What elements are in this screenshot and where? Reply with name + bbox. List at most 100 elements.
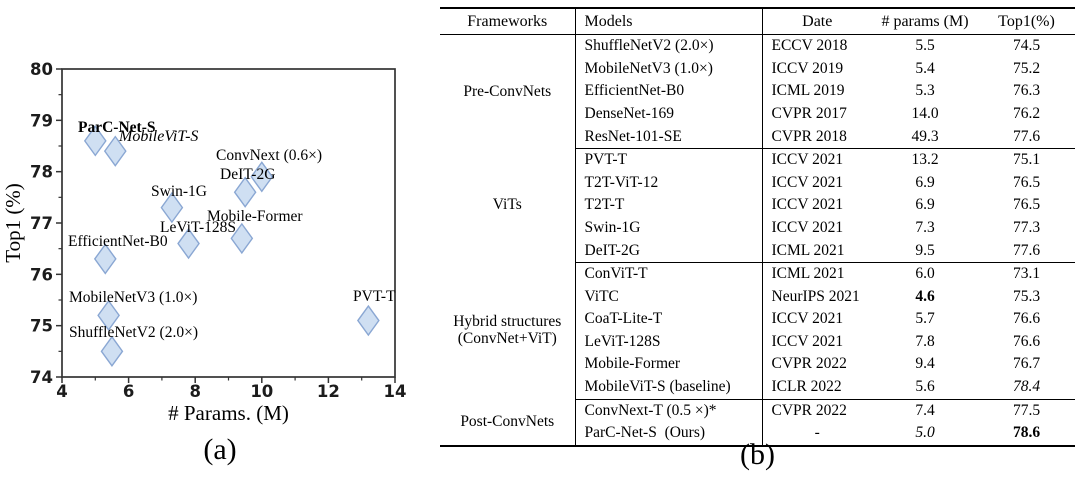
cell-params: 5.7 bbox=[915, 310, 935, 328]
scatter-point bbox=[103, 135, 127, 167]
header-cell: # params (M) bbox=[872, 8, 978, 35]
scatter-point bbox=[250, 161, 274, 193]
x-tick-label: 4 bbox=[56, 382, 67, 401]
cell-top1: 77.6 bbox=[978, 125, 1075, 149]
table-header: Frameworks Models Date # params (M) Top1(%) bbox=[440, 8, 1075, 35]
scatter-point-label: ShuffleNetV2 (2.0×) bbox=[69, 324, 198, 341]
x-axis-label: # Params. (M) bbox=[168, 401, 289, 425]
scatter-point-label: ParC-Net-S bbox=[78, 119, 155, 136]
cell-top1: 77.6 bbox=[978, 239, 1075, 263]
cell-top1: 78.4 bbox=[978, 375, 1075, 400]
scatter-point bbox=[160, 191, 184, 224]
cell-date: ICCV 2021 bbox=[771, 332, 844, 350]
cell-framework: Post-ConvNets bbox=[440, 399, 576, 446]
x-tick-label: 14 bbox=[384, 382, 407, 401]
table-header-row: Frameworks Models Date # params (M) Top1(%) bbox=[440, 8, 1075, 35]
cell-model: Mobile-Former bbox=[575, 353, 763, 376]
cell-params: 7.4 bbox=[915, 401, 935, 419]
cell-params: 6.9 bbox=[915, 173, 935, 191]
scatter-point-label: DeIT-2G bbox=[220, 166, 275, 183]
cell-top1: 73.1 bbox=[1012, 265, 1041, 283]
x-tick-label: 6 bbox=[123, 382, 134, 401]
cell-params: 14.0 bbox=[911, 104, 939, 122]
x-tick-label: 12 bbox=[317, 382, 340, 401]
caption-b: (b) bbox=[740, 438, 775, 471]
y-tick-label: 74 bbox=[30, 368, 53, 387]
cell-params: 9.4 bbox=[915, 355, 935, 373]
scatter-point bbox=[97, 299, 120, 332]
cell-date: ICCV 2021 bbox=[771, 196, 844, 214]
scatter-point-label: ConvNext (0.6×) bbox=[216, 147, 322, 164]
cell-top1: 78.6 bbox=[978, 422, 1075, 447]
cell-top1: 76.7 bbox=[1012, 355, 1041, 373]
cell-date: ICCV 2021 bbox=[771, 151, 844, 169]
cell-date: CVPR 2018 bbox=[762, 125, 872, 149]
cell-top1: 76.5 bbox=[1012, 196, 1041, 214]
cell-params: 5.0 bbox=[872, 422, 978, 447]
cell-date: ICCV 2021 bbox=[771, 173, 844, 191]
scatter-point bbox=[83, 125, 107, 157]
header-cell: Models bbox=[575, 8, 763, 35]
cell-params: 5.6 bbox=[872, 375, 978, 400]
cell-date: ICCV 2021 bbox=[771, 310, 844, 328]
cell-params: 49.3 bbox=[872, 125, 978, 149]
cell-date: ICML 2021 bbox=[762, 239, 872, 263]
table-row: Hybrid structures (ConvNet+ViT) ConViT-T I… bbox=[440, 262, 1075, 399]
cell-params: 6.0 bbox=[915, 265, 935, 283]
cell-params: 4.6 bbox=[915, 287, 935, 305]
scatter-panel: 4 6 8 10 12 14 74 75 76 77 78 79 80 # Params. (M) Top1… bbox=[0, 0, 440, 482]
scatter-point-label: LeViT-128S bbox=[160, 219, 236, 236]
scatter-point-label: PVT-T bbox=[353, 288, 396, 305]
y-tick-label: 78 bbox=[30, 163, 53, 182]
cell-model: MobileNetV3 (1.0×) bbox=[575, 57, 763, 81]
cell-date: ICML 2019 bbox=[771, 82, 845, 100]
scatter-point-label: Swin-1G bbox=[151, 183, 207, 200]
header-cell: Frameworks bbox=[440, 8, 576, 35]
scatter-point-label: EfficientNet-B0 bbox=[68, 233, 168, 250]
cell-model: CoaT-Lite-T bbox=[575, 308, 763, 331]
table-row: DenseNet-169 CVPR 2017 14.0 76.2 bbox=[440, 102, 1075, 126]
cell-date: CVPR 2017 bbox=[771, 104, 847, 122]
cell-top1: 76.6 bbox=[1012, 310, 1041, 328]
cell-top1: 76.2 bbox=[1012, 104, 1041, 122]
cell-model: ShuffleNetV2 (2.0×) bbox=[575, 34, 763, 58]
cell-top1: 77.3 bbox=[1012, 218, 1041, 236]
x-tick-label: 10 bbox=[250, 382, 273, 401]
y-tick-label: 79 bbox=[30, 111, 53, 130]
scatter-point-label: Mobile-Former bbox=[207, 208, 303, 225]
cell-model: ConViT-T bbox=[575, 262, 763, 286]
cell-date: NeurIPS 2021 bbox=[771, 287, 860, 305]
cell-params: 9.5 bbox=[872, 239, 978, 263]
cell-model: Swin-1G bbox=[575, 216, 763, 240]
cell-model: T2T-T bbox=[575, 194, 763, 217]
cell-model: DenseNet-169 bbox=[575, 102, 763, 126]
y-tick-label: 80 bbox=[30, 60, 53, 79]
cell-top1: 76.5 bbox=[1012, 173, 1041, 191]
cell-model: ViTC bbox=[575, 285, 763, 309]
table-row: EfficientNet-B0 ICML 2019 5.3 76.3 bbox=[440, 80, 1075, 103]
cell-model: EfficientNet-B0 bbox=[575, 80, 763, 103]
cell-framework: Hybrid structures (ConvNet+ViT) bbox=[440, 262, 576, 399]
cell-top1: 74.5 bbox=[1012, 37, 1041, 55]
scatter-point bbox=[230, 222, 254, 255]
cell-date: ICCV 2019 bbox=[771, 59, 844, 77]
cell-params: 7.3 bbox=[915, 218, 935, 236]
scatter-point bbox=[100, 335, 124, 368]
y-tick-label: 75 bbox=[30, 317, 53, 336]
table-row: ParC-Net-S (Ours) -5.0 78.6 bbox=[440, 422, 1075, 447]
cell-date: CVPR 2022 bbox=[771, 401, 847, 419]
table-row: Post-ConvNets ConvNext-T (0.5 ×)* CVPR 202… bbox=[440, 399, 1075, 446]
table-row: MobileViT-S (baseline) ICLR 2022 5.6 78.4 bbox=[440, 375, 1075, 400]
cell-date: ICML 2021 bbox=[771, 265, 845, 283]
cell-params: 5.4 bbox=[915, 59, 935, 77]
cell-top1: 76.3 bbox=[1012, 82, 1041, 100]
table-row: MobileNetV3 (1.0×) ICCV 2019 5.4 75.2 bbox=[440, 57, 1075, 81]
cell-framework: ViTs bbox=[440, 148, 576, 263]
table-row: DeIT-2G ICML 2021 9.5 77.6 bbox=[440, 239, 1075, 263]
results-table: Frameworks Models Date # params (M) Top1(%) … bbox=[440, 7, 1075, 447]
scatter-plot-svg: 4 6 8 10 12 14 74 75 76 77 78 79 80 # Params. (M) Top1… bbox=[1, 60, 407, 425]
cell-model: PVT-T bbox=[575, 148, 763, 172]
cell-params: 13.2 bbox=[911, 151, 939, 169]
table-row: ResNet-101-SE CVPR 2018 49.3 77.6 bbox=[440, 125, 1075, 149]
